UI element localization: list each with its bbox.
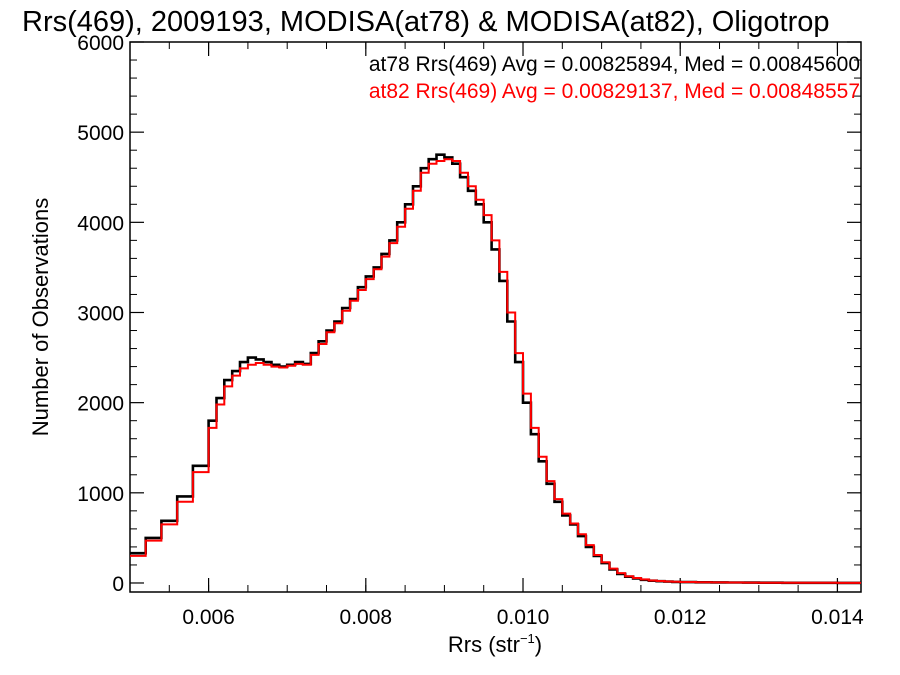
series-line-at82 bbox=[130, 158, 861, 584]
x-tick-labels: 0.006 0.008 0.010 0.012 0.014 bbox=[182, 606, 864, 629]
x-tick-label: 0.006 bbox=[182, 606, 235, 629]
y-tick-label: 5000 bbox=[77, 122, 124, 145]
y-axis-label: Number of Observations bbox=[28, 198, 53, 436]
y-tick-labels: 0 1000 2000 3000 4000 5000 6000 bbox=[77, 32, 124, 596]
x-tick-label: 0.012 bbox=[654, 606, 707, 629]
x-tick-label: 0.010 bbox=[497, 606, 550, 629]
legend: at78 Rrs(469) Avg = 0.00825894, Med = 0.… bbox=[369, 53, 860, 103]
x-axis-label-superscript: −1 bbox=[520, 631, 535, 646]
y-tick-label: 4000 bbox=[77, 212, 124, 235]
y-tick-label: 3000 bbox=[77, 302, 124, 325]
series-layer bbox=[130, 153, 861, 585]
x-tick-label: 0.008 bbox=[340, 606, 393, 629]
plot-frame bbox=[129, 41, 862, 593]
axes-frame bbox=[129, 41, 862, 593]
y-tick-label: 2000 bbox=[77, 393, 124, 416]
x-axis-label-main: Rrs (str bbox=[448, 632, 520, 657]
y-tick-label: 0 bbox=[112, 573, 124, 596]
legend-entry-at82: at82 Rrs(469) Avg = 0.00829137, Med = 0.… bbox=[369, 80, 860, 103]
x-tick-label: 0.014 bbox=[811, 606, 864, 629]
chart-title: Rrs(469), 2009193, MODISA(at78) & MODISA… bbox=[22, 6, 829, 38]
legend-entry-at78: at78 Rrs(469) Avg = 0.00825894, Med = 0.… bbox=[369, 53, 860, 76]
x-axis-label-close: ) bbox=[535, 632, 542, 657]
x-axis-label: Rrs (str−1) bbox=[448, 631, 542, 657]
y-tick-label: 1000 bbox=[77, 483, 124, 506]
axis-ticks bbox=[129, 41, 861, 592]
y-tick-label: 6000 bbox=[77, 32, 124, 55]
